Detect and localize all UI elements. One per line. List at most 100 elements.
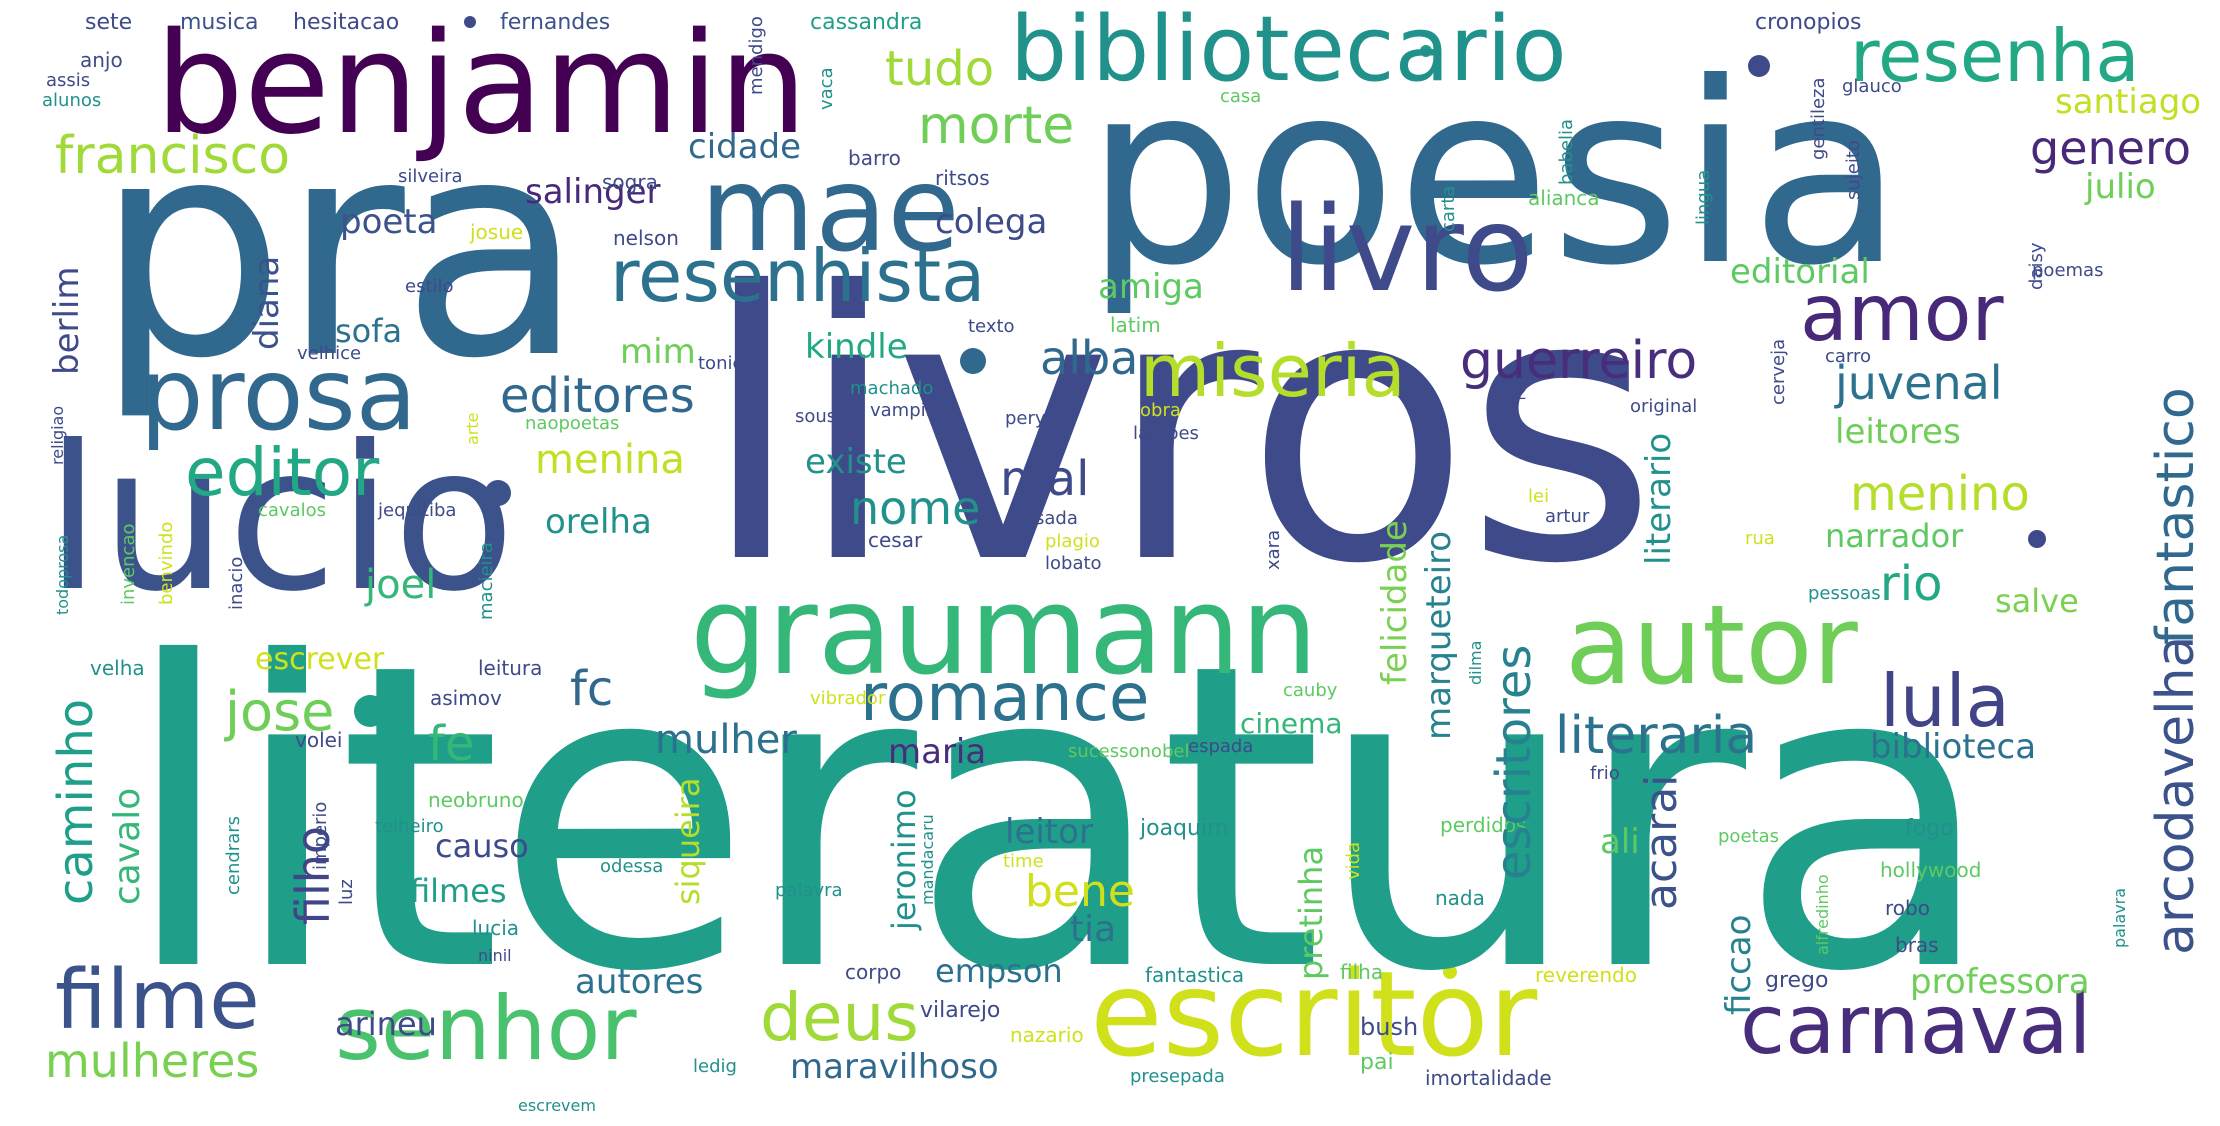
word-senhor: senhor <box>335 977 637 1080</box>
word-dilma: sucessonobel <box>1068 741 1190 762</box>
word-mandacaru: mandacaru <box>918 814 937 905</box>
word-pery: obra <box>1140 400 1181 421</box>
word-cidade: cidade <box>688 127 802 167</box>
word-jose: jose <box>225 680 335 743</box>
word-estilo: velhice <box>297 343 362 364</box>
word-corpo: corpo <box>845 960 902 984</box>
word-carnaval: carnaval <box>1740 978 2092 1073</box>
word-joaquim: vida <box>1343 841 1364 880</box>
word-berlim: berlim <box>47 266 87 376</box>
word-literatura: literatura <box>120 575 1995 1064</box>
word-obra: ladroes <box>1133 423 1199 444</box>
word-poemas: carro <box>1825 346 1872 367</box>
word-bibliotecario: bibliotecario <box>1010 0 1567 102</box>
word-inacio: cavalos <box>258 500 327 521</box>
word-fantastica: fantastica <box>1145 963 1245 987</box>
word-plagio: lobato <box>1045 553 1102 574</box>
word-bras: bras <box>1895 933 1939 957</box>
word-escrevem: escrevem <box>518 1096 596 1115</box>
word-cavalo: cavalo <box>107 787 148 905</box>
word-odessa: joaquim <box>1140 816 1229 841</box>
word-cronopios: daisy <box>2026 242 2047 291</box>
word-fogo: hollywood <box>1880 858 1982 882</box>
decorative-dot <box>1420 45 1432 57</box>
word-xara: lei <box>1528 486 1550 507</box>
word-estranho: glauco <box>1842 76 1902 97</box>
word-poeta: poeta <box>340 202 438 242</box>
word-tonico: texto <box>968 316 1015 337</box>
word-prosa: prosa <box>140 336 417 453</box>
word-amiga: amiga <box>1098 267 1204 307</box>
word-arcodavelha: arcodavelha <box>2146 635 2206 955</box>
word-cerveja: original <box>1630 396 1698 417</box>
word-nome: nome <box>850 481 981 535</box>
word-bene: bene <box>1025 866 1135 917</box>
word-silveira: silveira <box>398 166 463 187</box>
word-fernandes: fernandes <box>500 10 611 35</box>
word-filme: filme <box>55 953 260 1048</box>
word-presepada: presepada <box>1130 1066 1225 1087</box>
word-luz: odessa <box>600 856 664 877</box>
word-mal: mal <box>1000 451 1090 507</box>
word-julio: julio <box>2085 167 2156 207</box>
word-josue: nelson <box>613 226 679 250</box>
word-rio: rio <box>1880 556 1943 612</box>
word-filmes: filmes <box>410 872 507 910</box>
word-verne: livro <box>1280 180 1534 318</box>
word-nada: nada <box>1435 886 1485 910</box>
word-robo: robo <box>1885 896 1930 920</box>
word-francisco: francisco <box>55 126 291 186</box>
word-narrador: narrador <box>1825 517 1964 555</box>
word-reverendo: reverendo <box>1535 963 1637 987</box>
word-colega: colega <box>935 202 1048 242</box>
word-autor: autor <box>1565 581 1858 709</box>
word-espada: frio <box>1590 763 1620 784</box>
word-fe: fe <box>428 716 475 772</box>
word-graumann: graumann <box>690 560 1318 702</box>
word-texto: latim <box>1110 313 1161 337</box>
word-mulheres: mulheres <box>45 1034 260 1088</box>
word-naopoetas: machado <box>850 378 934 399</box>
decorative-dot <box>464 16 476 28</box>
word-joel: joel <box>365 562 437 608</box>
word-daisy: poemas <box>2032 260 2104 281</box>
word-guerreiro: guerreiro <box>1460 331 1698 391</box>
word-menino: menino <box>1850 466 2030 522</box>
word-filha: filha <box>1340 960 1384 984</box>
word-cesar: sada <box>1035 508 1078 529</box>
word-glauco: cronopios <box>1755 10 1862 35</box>
word-artur: rua <box>1745 528 1775 549</box>
decorative-dot <box>2028 530 2046 548</box>
word-juvenal: juvenal <box>1835 356 2003 410</box>
word-grego: grego <box>1765 968 1829 993</box>
word-leitura: asimov <box>430 686 502 710</box>
word-telheiro: imperio <box>310 801 331 870</box>
word-macieira: igreja <box>733 510 752 555</box>
word-poesia: poesia <box>1085 29 1904 320</box>
word-leitores: leitores <box>1835 412 1961 452</box>
word-original: religiao <box>48 405 67 465</box>
word-assis: assis <box>46 70 91 91</box>
word-amor: amor <box>1800 269 2004 359</box>
word-tudo: tudo <box>885 41 995 97</box>
decorative-dot <box>1443 965 1457 979</box>
word-benjamin: benjamin <box>155 3 808 166</box>
word-sucessonobel: espada <box>1188 736 1254 757</box>
word-mim: mim <box>620 332 696 372</box>
word-alianca: alianca <box>1528 186 1600 210</box>
word-carro: josue <box>470 220 524 244</box>
word-ali: ali <box>1600 822 1640 862</box>
word-alba: alba <box>1040 331 1139 385</box>
word-arineu: arineu <box>335 1005 437 1043</box>
word-menina: menina <box>535 437 685 483</box>
word-sousa: pery <box>1005 408 1046 429</box>
word-editorial: editorial <box>1730 252 1870 292</box>
word-jeronimo: jeronimo <box>885 789 923 930</box>
word-diana: diana <box>247 255 287 350</box>
word-felicidade: felicidade <box>1375 520 1415 685</box>
word-caminho: caminho <box>48 698 104 905</box>
word-literario: literario <box>1639 432 1679 565</box>
word-santiago: santiago <box>2055 82 2202 122</box>
word-cinema: cinema <box>1240 707 1343 740</box>
word-causo: causo <box>435 827 529 865</box>
